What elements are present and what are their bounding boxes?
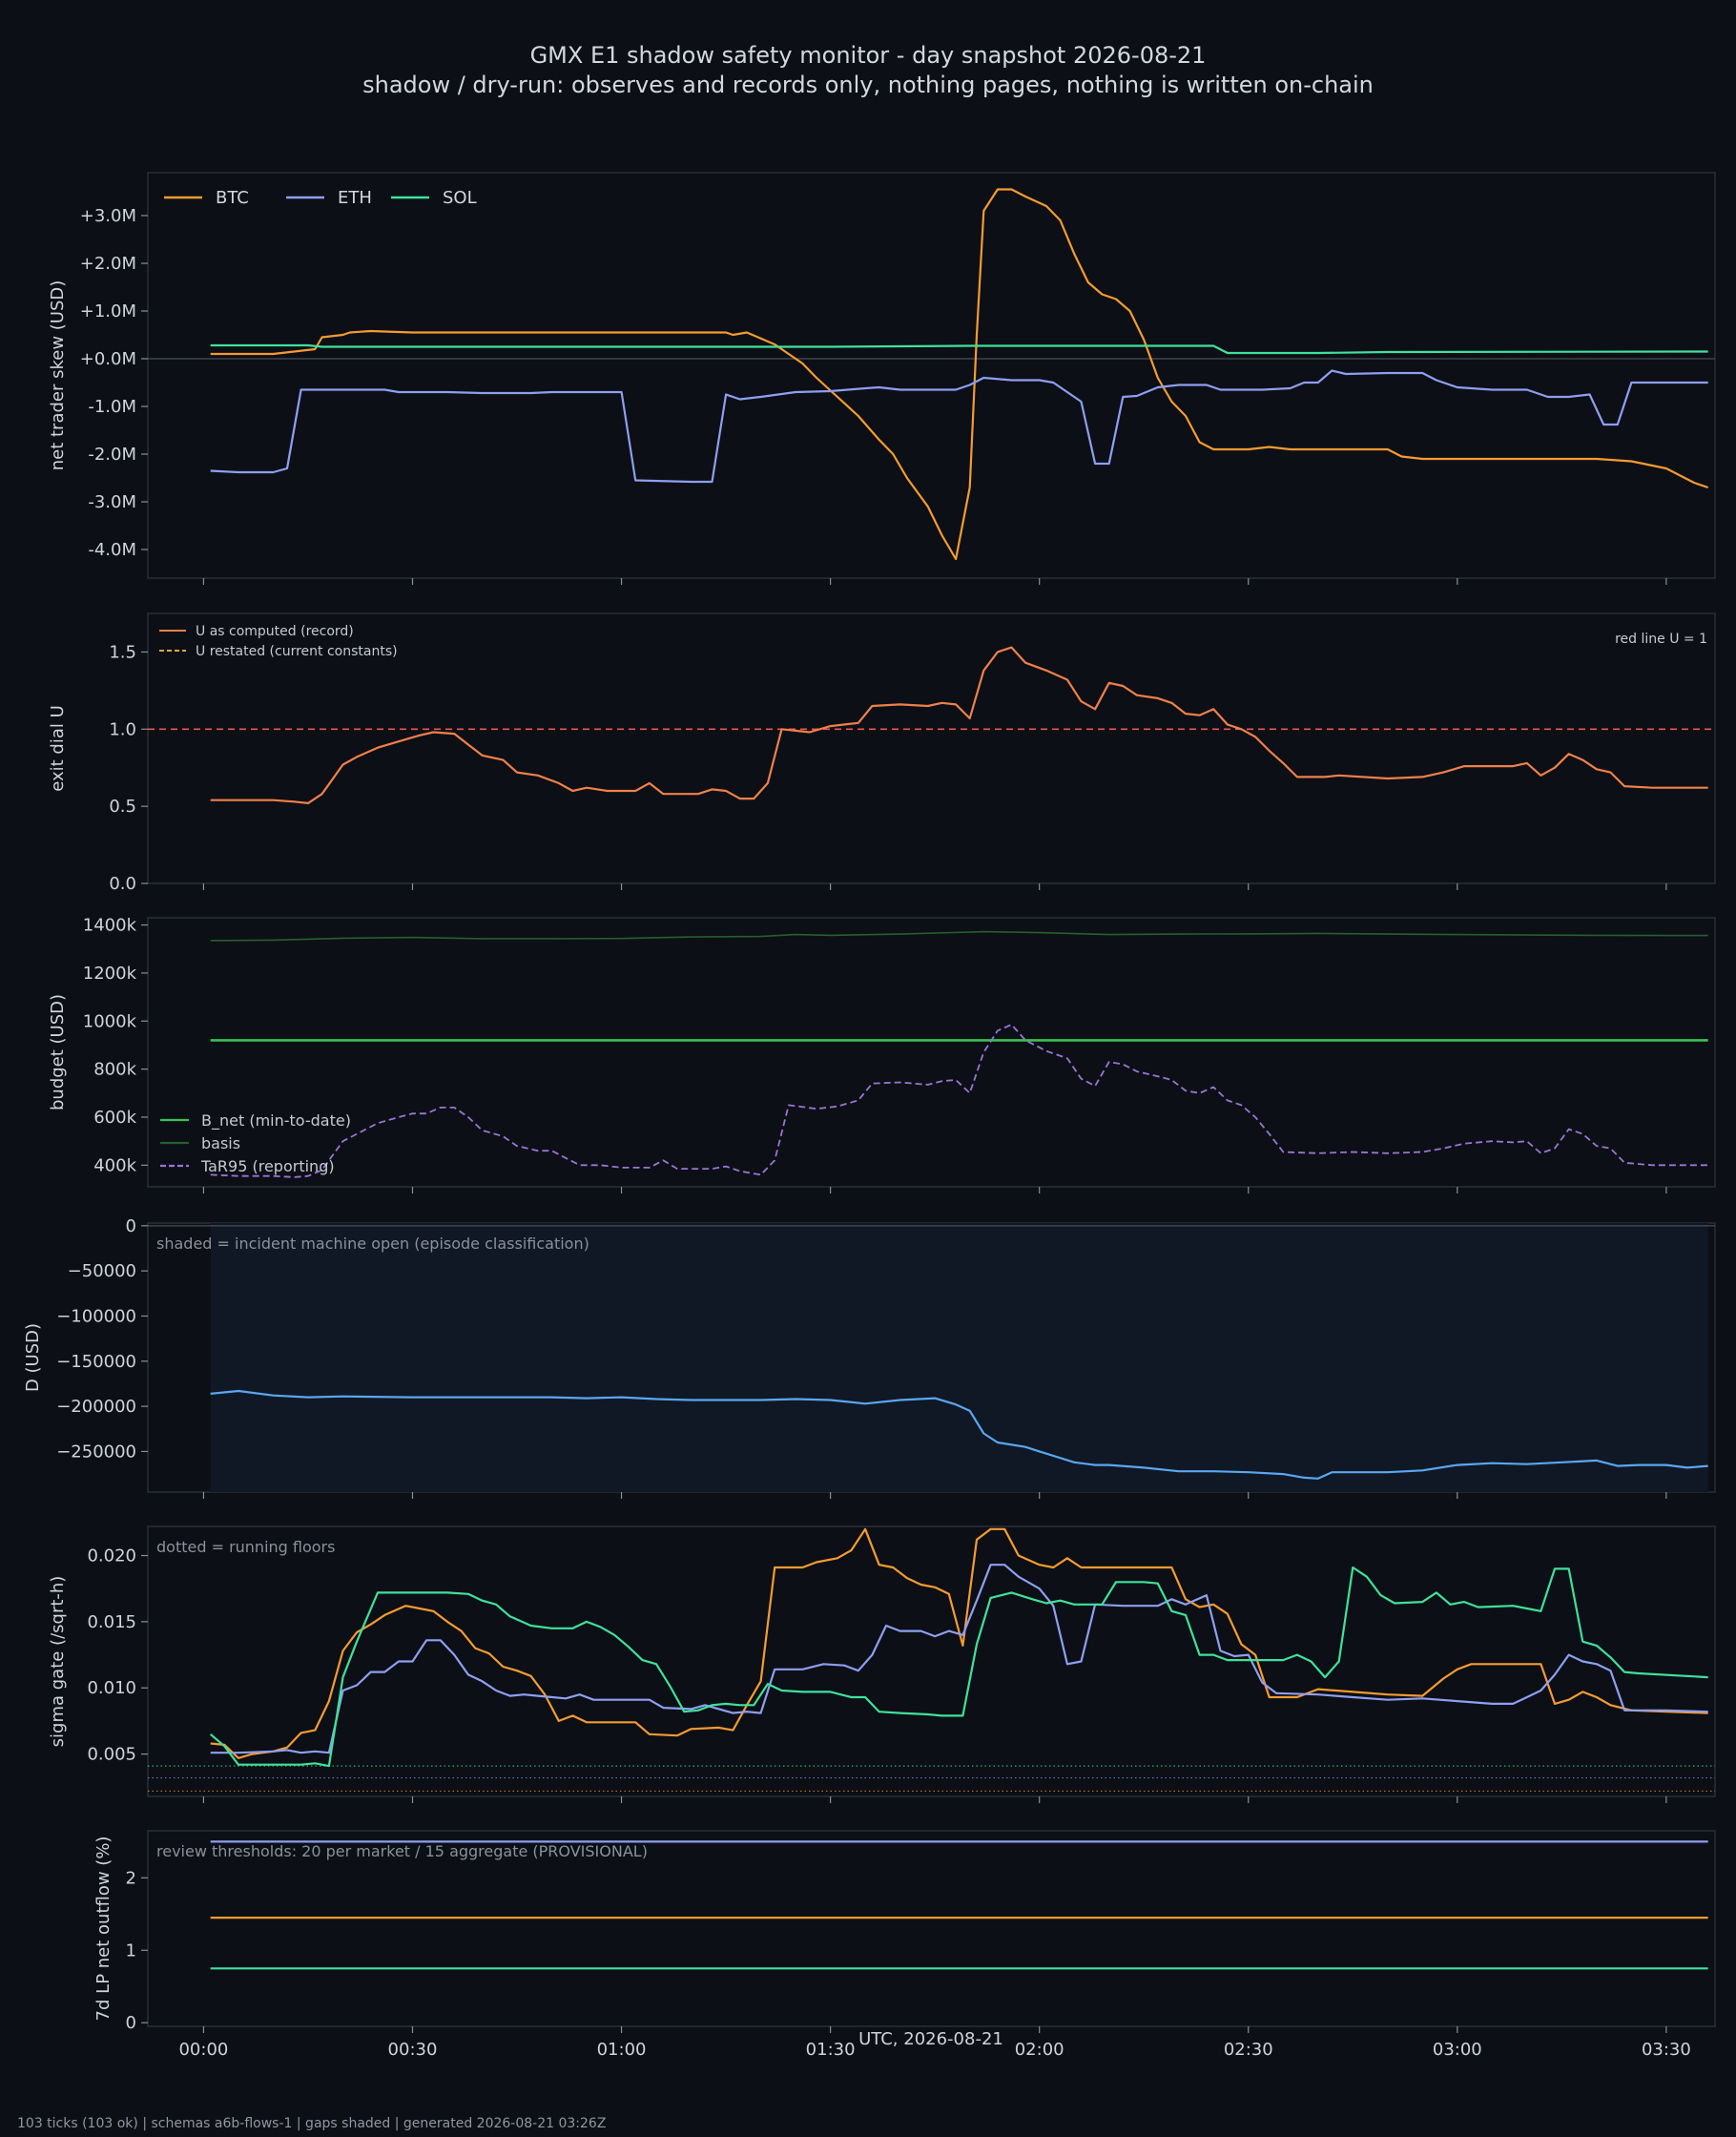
- legend-label: B_net (min-to-date): [201, 1111, 351, 1131]
- x-tick-label: 03:00: [1433, 2040, 1482, 2060]
- legend-label: U restated (current constants): [196, 644, 398, 659]
- legend-label: TaR95 (reporting): [200, 1157, 335, 1175]
- series-line-d: [210, 1389, 1708, 1480]
- series-line-eth: [210, 369, 1708, 484]
- y-tick-label: +3.0M: [80, 206, 136, 226]
- y-axis-label: sigma gate (/sqrt-h): [48, 1576, 68, 1748]
- legend-label: U as computed (record): [196, 624, 354, 639]
- series-line-eth: [210, 1564, 1708, 1754]
- y-tick-label: 0: [126, 2013, 136, 2033]
- panel-budget: 400k 600k 800k 1000k 1200k 1400k budget (USD) B…: [48, 916, 1716, 1193]
- y-tick-label: 0.015: [87, 1612, 136, 1632]
- legend-label: SOL: [443, 188, 477, 208]
- y-tick-label: +0.0M: [80, 349, 136, 369]
- x-tick-label: 00:30: [388, 2040, 438, 2060]
- series-line-btc: [210, 188, 1709, 561]
- y-tick-label: +2.0M: [80, 254, 136, 274]
- y-tick-label: 1200k: [83, 964, 137, 984]
- y-axis-label: D (USD): [23, 1323, 43, 1392]
- x-tick-label: 01:00: [597, 2040, 647, 2060]
- series-line-u-as-computed-record-: [210, 646, 1708, 805]
- panels: +3.0M +2.0M +1.0M +0.0M -1.0M -2.0M -3.0M -4.0M…: [23, 172, 1716, 2060]
- panel-annotation: shaded = incident machine open (episode …: [156, 1234, 589, 1253]
- series-line-btc: [210, 1527, 1708, 1759]
- y-tick-label: 0.020: [87, 1546, 136, 1566]
- y-tick-label: 400k: [93, 1155, 136, 1175]
- x-tick-label: 02:30: [1224, 2040, 1273, 2060]
- y-tick-label: −150000: [56, 1352, 136, 1372]
- y-tick-label: −200000: [56, 1397, 136, 1417]
- y-axis-label: budget (USD): [48, 994, 68, 1110]
- x-tick-label: 00:00: [178, 2040, 228, 2060]
- series-line-tar95-reporting-: [210, 1024, 1708, 1178]
- y-tick-label: 800k: [93, 1060, 136, 1080]
- y-tick-label: 1: [126, 1940, 136, 1961]
- x-axis-label: UTC, 2026-08-21: [858, 2029, 1003, 2049]
- y-tick-label: −50000: [68, 1261, 136, 1281]
- y-tick-label: 1.5: [109, 642, 136, 662]
- y-tick-label: 0.0: [109, 874, 136, 894]
- y-tick-label: -2.0M: [88, 445, 136, 465]
- legend-label: BTC: [216, 188, 249, 208]
- y-axis-label: 7d LP net outflow (%): [93, 1836, 114, 2022]
- footer-status: 103 ticks (103 ok) | schemas a6b-flows-1…: [17, 2116, 606, 2131]
- y-tick-label: 1.0: [109, 719, 136, 739]
- legend-label: ETH: [338, 188, 372, 208]
- panel-skew: +3.0M +2.0M +1.0M +0.0M -1.0M -2.0M -3.0M -4.0M…: [48, 172, 1716, 585]
- y-axis-label: net trader skew (USD): [48, 280, 68, 471]
- series-line-sol: [209, 1566, 1708, 1768]
- incident-shade: [210, 1223, 1708, 1492]
- panel-d: 0 −50000 −100000 −150000 −200000 −250000 D (US…: [23, 1216, 1716, 1499]
- panel-outflow: 0 1 2 00:00 00:30 01:00 01:30 02:00 02:30 03:00 03…: [93, 1830, 1716, 2060]
- y-tick-label: −100000: [56, 1306, 136, 1326]
- x-tick-label: 01:30: [806, 2040, 856, 2060]
- x-tick-label: 03:30: [1642, 2040, 1691, 2060]
- panel-frame: [147, 1525, 1716, 1797]
- y-tick-label: 0: [126, 1216, 136, 1236]
- y-tick-label: 2: [126, 1868, 136, 1888]
- series-line-sol: [210, 343, 1708, 355]
- red-line-label: red line U = 1: [1615, 632, 1707, 647]
- chart-title: GMX E1 shadow safety monitor - day snaps…: [530, 42, 1207, 69]
- panel-annotation: review thresholds: 20 per market / 15 ag…: [156, 1842, 648, 1860]
- y-tick-label: -4.0M: [88, 540, 136, 560]
- y-tick-label: -1.0M: [88, 397, 136, 417]
- series-line-basis: [210, 930, 1708, 942]
- panel-frame: [147, 1830, 1716, 2027]
- panel-frame: [147, 172, 1716, 579]
- legend-label: basis: [201, 1134, 240, 1152]
- y-tick-label: 0.005: [87, 1745, 136, 1765]
- y-axis-label: exit dial U: [48, 705, 68, 792]
- chart-subtitle: shadow / dry-run: observes and records o…: [362, 72, 1374, 98]
- y-tick-label: −250000: [56, 1442, 136, 1462]
- y-tick-label: 1400k: [83, 916, 137, 936]
- y-tick-label: 0.010: [87, 1678, 136, 1698]
- y-tick-label: 1000k: [83, 1011, 137, 1031]
- panel-sigma: 0.005 0.010 0.015 0.020 sigma gate (/sqrt-h)…: [48, 1525, 1716, 1803]
- y-tick-label: 600k: [93, 1108, 136, 1128]
- panel-frame: [147, 917, 1716, 1188]
- y-tick-label: +1.0M: [80, 301, 136, 322]
- panel-frame: [147, 612, 1716, 884]
- panel-annotation: dotted = running floors: [156, 1538, 335, 1556]
- y-tick-label: -3.0M: [88, 492, 136, 512]
- panel-udial: 0.0 0.5 1.0 1.5 exit dial U red line U = 1 U a…: [48, 612, 1716, 894]
- x-tick-label: 02:00: [1015, 2040, 1064, 2060]
- y-tick-label: 0.5: [109, 797, 136, 817]
